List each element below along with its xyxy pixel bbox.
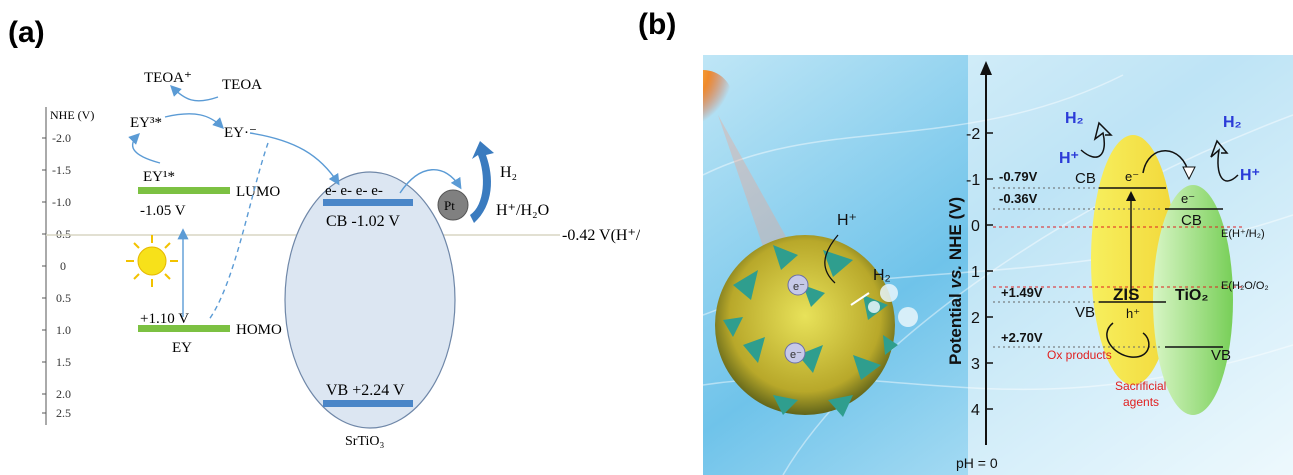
ey3-label: EY³*	[130, 115, 162, 131]
srtio3-vb-bar	[323, 400, 413, 407]
cb-zis-label: CB	[1075, 170, 1096, 187]
ref-h-label: E(H⁺/H₂)	[1221, 228, 1265, 240]
nhe-tick: -1.5	[52, 163, 71, 177]
zis-label: ZIS	[1113, 285, 1139, 304]
potential-tick: 4	[971, 402, 980, 419]
nhe-tick: 0.5	[56, 291, 71, 305]
h-plus-label-tio2: H⁺	[1240, 167, 1260, 184]
back-transfer-dashed	[208, 143, 268, 321]
electron-transfer-arrow	[250, 133, 338, 183]
potential-tick: 0	[971, 218, 980, 235]
potential-tick: 3	[971, 356, 980, 373]
panel-label-b: (b)	[638, 8, 676, 42]
potential-axis-title-part: Potential	[946, 288, 965, 365]
ey3-to-eyrad-arrow	[165, 114, 222, 127]
h2-label-zis: H₂	[1065, 110, 1084, 127]
panel-label-a: (a)	[8, 16, 45, 50]
nhe-tick: -1.0	[52, 195, 71, 209]
sacrificial-label-1: Sacrificial	[1115, 379, 1166, 393]
h2-evolution-arrow	[470, 141, 494, 223]
teoa-plus-label: TEOA⁺	[144, 70, 192, 86]
nhe-tick: 1.0	[56, 323, 71, 337]
h2-label-tio2: H₂	[1223, 114, 1242, 131]
potential-axis-title-part: NHE (V)	[946, 197, 965, 265]
nhe-tick: 2.5	[56, 406, 71, 420]
potential-value-3: +1.49V	[1001, 285, 1043, 300]
nhe-tick: 1.5	[56, 355, 71, 369]
nhe-tick: -2.0	[52, 131, 71, 145]
potential-tick: 1	[971, 264, 980, 281]
tio2-label: TiO₂	[1175, 287, 1208, 304]
h-h2o-label: H⁺/H₂O	[496, 202, 549, 219]
srtio3-vb-label: VB +2.24 V	[326, 382, 405, 399]
sacrificial-label-2: agents	[1123, 395, 1159, 409]
ey1-label: EY¹*	[143, 169, 175, 185]
h2-label: H₂	[500, 164, 517, 181]
potential-value-4: +2.70V	[1001, 330, 1043, 345]
zis-electron-label: e⁻	[1125, 169, 1139, 184]
pt-label: Pt	[444, 198, 455, 213]
srtio3-cb-bar	[323, 199, 413, 206]
potential-tick: -2	[966, 126, 980, 143]
potential-value-1: -0.79V	[999, 169, 1038, 184]
h2-label-particle: H₂	[873, 267, 891, 284]
srtio3-cb-label: CB -1.02 V	[326, 213, 400, 230]
ph-label: pH = 0	[956, 455, 998, 471]
teoa-oxidation-arrow	[172, 87, 218, 101]
h-level-label: -0.42 V(H⁺/H₂)	[562, 227, 640, 244]
srtio3-label: SrTiO₃	[345, 434, 385, 449]
ey-label: EY	[172, 340, 192, 356]
h2-bubble	[898, 307, 918, 327]
zis-tio2-particle	[715, 235, 895, 415]
potential-axis-title-part: vs.	[946, 265, 965, 289]
homo-label: HOMO	[236, 322, 282, 338]
lumo-value: -1.05 V	[140, 203, 186, 219]
h-plus-label-zis: H⁺	[1059, 150, 1079, 167]
nhe-tick: -0.5	[52, 227, 71, 241]
ox-products-label: Ox products	[1047, 348, 1112, 362]
potential-value-2: -0.36V	[999, 191, 1038, 206]
panel-b-diagram: e⁻ e⁻ H⁺ H₂ Potential vs. NHE (V) -2 -1 …	[703, 55, 1293, 475]
isc-arrow	[133, 135, 160, 163]
potential-tick: -1	[966, 172, 980, 189]
lumo-label: LUMO	[236, 184, 280, 200]
h2-bubble	[880, 284, 898, 302]
potential-tick: 2	[971, 310, 980, 327]
tio2-electron-label: e⁻	[1181, 191, 1195, 206]
h-plus-label-particle: H⁺	[837, 212, 857, 229]
nhe-tick: 2.0	[56, 387, 71, 401]
homo-value: +1.10 V	[140, 311, 189, 327]
h2-bubble	[868, 301, 880, 313]
ref-o2-label: E(H₂O/O₂	[1221, 280, 1269, 292]
particle-electron-1: e⁻	[793, 281, 805, 293]
vb-zis-label: VB	[1075, 304, 1095, 321]
panel-a-diagram: NHE (V) -2.0 -1.5 -1.0 -0.5 0 0.5 1.0 1.…	[0, 55, 640, 475]
cb-tio2-label: CB	[1181, 212, 1202, 229]
potential-axis-title: Potential vs. NHE (V)	[946, 197, 965, 365]
particle-electron-2: e⁻	[790, 349, 802, 361]
teoa-label: TEOA	[222, 77, 262, 93]
nhe-tick: 0	[60, 259, 66, 273]
lumo-bar	[138, 187, 230, 194]
nhe-axis-title: NHE (V)	[50, 108, 94, 122]
vb-tio2-label: VB	[1211, 347, 1231, 364]
sun-icon	[126, 235, 178, 287]
zis-hole-label: h⁺	[1126, 306, 1140, 321]
srtio3-electrons: e- e- e- e-	[325, 183, 383, 199]
